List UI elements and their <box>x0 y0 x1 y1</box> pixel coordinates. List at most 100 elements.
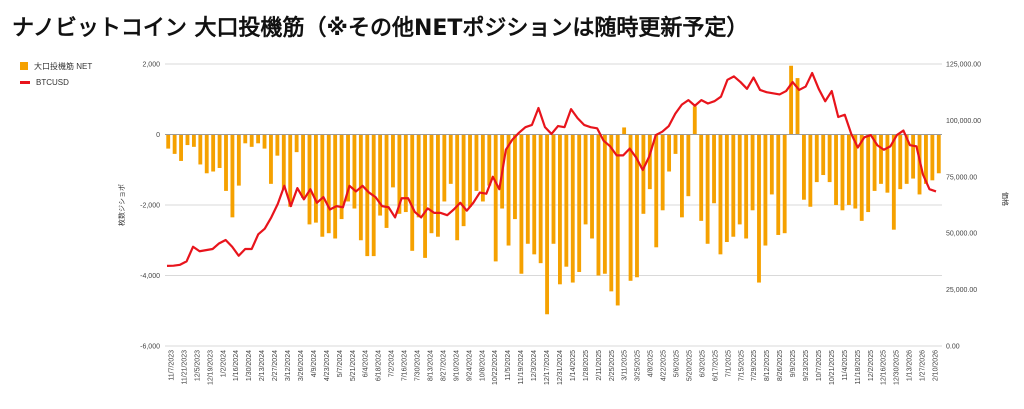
x-tick-label: 12/3/2024 <box>531 350 538 381</box>
bar <box>782 134 787 234</box>
right-tick-label: 100,000.00 <box>946 118 981 125</box>
bar <box>410 134 415 251</box>
bar <box>602 134 607 274</box>
bar <box>480 134 485 202</box>
x-tick-label: 3/11/2025 <box>622 350 629 381</box>
right-tick-label: 125,000.00 <box>946 62 981 69</box>
bar <box>185 134 190 146</box>
legend: 大口投機筋 NET BTCUSD <box>20 58 92 90</box>
x-tick-label: 3/25/2025 <box>635 350 642 381</box>
x-tick-label: 9/10/2024 <box>453 350 460 381</box>
bar <box>307 134 312 225</box>
bar <box>397 134 402 214</box>
bar <box>718 134 723 255</box>
bar <box>384 134 389 228</box>
bar <box>647 134 652 190</box>
bar <box>346 134 350 202</box>
right-axis-title: 価格 <box>1001 192 1010 206</box>
bar <box>763 134 768 246</box>
x-tick-label: 1/28/2025 <box>583 350 590 381</box>
bar <box>769 134 774 195</box>
x-tick-label: 1/16/2024 <box>233 350 240 381</box>
bar <box>487 134 492 186</box>
bar <box>859 134 864 221</box>
bar <box>898 134 903 190</box>
right-tick-label: 50,000.00 <box>946 231 977 238</box>
bar <box>660 134 665 211</box>
legend-swatch-line <box>20 80 30 84</box>
x-tick-label: 7/29/2025 <box>751 350 758 381</box>
bar <box>789 65 794 135</box>
bar <box>269 134 273 184</box>
bar <box>204 134 209 174</box>
right-tick-label: 0.00 <box>946 344 960 351</box>
bar <box>808 134 813 207</box>
bar <box>230 134 235 218</box>
left-tick-label: 0 <box>156 132 160 139</box>
bar <box>326 134 331 234</box>
x-tick-label: 4/22/2025 <box>661 350 668 381</box>
bar <box>744 134 749 239</box>
bar <box>172 134 177 154</box>
x-tick-label: 2/11/2025 <box>596 350 603 381</box>
bar <box>166 134 171 149</box>
bar <box>712 134 716 204</box>
legend-swatch-bars <box>20 62 28 70</box>
x-tick-label: 11/18/2025 <box>855 350 862 385</box>
bar <box>570 134 575 283</box>
bar <box>262 134 267 149</box>
bar <box>288 134 293 207</box>
x-tick-label: 7/30/2024 <box>415 350 422 381</box>
left-tick-label: -4,000 <box>140 273 160 280</box>
bar <box>179 134 183 161</box>
bar <box>493 134 498 262</box>
x-tick-label: 6/18/2024 <box>376 350 383 381</box>
x-tick-label: 6/17/2025 <box>712 350 719 381</box>
bar <box>474 134 479 191</box>
bar <box>673 134 678 154</box>
bar <box>699 134 704 221</box>
x-tick-label: 2/25/2025 <box>609 350 616 381</box>
x-tick-label: 12/19/2023 <box>207 350 214 385</box>
bar <box>879 134 883 184</box>
bar <box>301 134 305 198</box>
bar <box>416 134 421 218</box>
bar <box>365 134 370 257</box>
bar <box>776 134 781 235</box>
bar <box>840 134 845 211</box>
x-tick-label: 10/8/2024 <box>479 350 486 381</box>
left-tick-label: -2,000 <box>140 203 160 210</box>
bar <box>904 134 909 184</box>
bar <box>680 134 684 218</box>
bar <box>737 134 742 225</box>
x-tick-label: 1/13/2026 <box>907 350 914 381</box>
x-tick-label: 10/21/2025 <box>829 350 836 385</box>
x-tick-label: 6/4/2024 <box>363 350 370 377</box>
bar <box>667 134 672 172</box>
x-tick-label: 12/16/2025 <box>881 350 888 385</box>
x-tick-label: 4/9/2024 <box>311 350 318 377</box>
bar <box>468 134 472 207</box>
x-tick-label: 8/12/2025 <box>764 350 771 381</box>
bar <box>423 134 427 258</box>
bar <box>249 134 254 147</box>
bar <box>853 134 858 209</box>
bar <box>692 106 697 135</box>
bar <box>846 134 851 205</box>
x-tick-label: 8/27/2024 <box>440 350 447 381</box>
x-tick-label: 11/5/2024 <box>505 350 512 381</box>
bar <box>211 134 216 172</box>
bar <box>924 134 928 184</box>
bar <box>802 134 806 200</box>
bar <box>352 134 357 209</box>
right-tick-label: 25,000.00 <box>946 287 977 294</box>
x-tick-label: 5/6/2025 <box>674 350 681 377</box>
bar <box>243 134 248 144</box>
x-tick-label: 1/30/2024 <box>246 350 253 381</box>
bar <box>583 134 588 225</box>
x-tick-label: 2/13/2024 <box>259 350 266 381</box>
bar <box>724 134 729 243</box>
x-tick-label: 12/2/2025 <box>868 350 875 381</box>
bar <box>866 134 871 213</box>
x-tick-label: 12/31/2024 <box>557 350 564 385</box>
